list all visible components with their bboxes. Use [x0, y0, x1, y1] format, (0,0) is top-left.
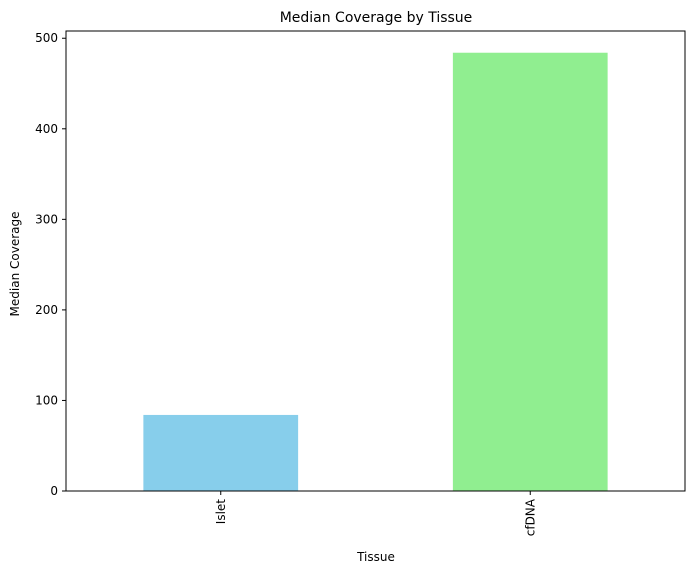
chart-title: Median Coverage by Tissue: [280, 10, 473, 26]
x-axis-label: Tissue: [356, 550, 395, 564]
x-tick-label: Islet: [214, 499, 228, 525]
y-tick-label: 400: [35, 122, 58, 136]
y-axis-ticks: 0 100 200 300 400 500: [35, 31, 66, 498]
plot-frame: [65, 30, 686, 492]
y-tick-label: 500: [35, 31, 58, 45]
bar-cfdna: [452, 52, 608, 491]
x-tick-label: cfDNA: [523, 498, 537, 536]
y-tick-label: 200: [35, 303, 58, 317]
y-axis-label: Median Coverage: [8, 212, 22, 317]
y-tick-label: 100: [35, 393, 58, 407]
bars-group: [143, 52, 608, 491]
y-tick-label: 0: [50, 484, 58, 498]
bar-islet: [143, 414, 299, 491]
x-axis-ticks: Islet cfDNA: [214, 491, 537, 536]
y-tick-label: 300: [35, 212, 58, 226]
